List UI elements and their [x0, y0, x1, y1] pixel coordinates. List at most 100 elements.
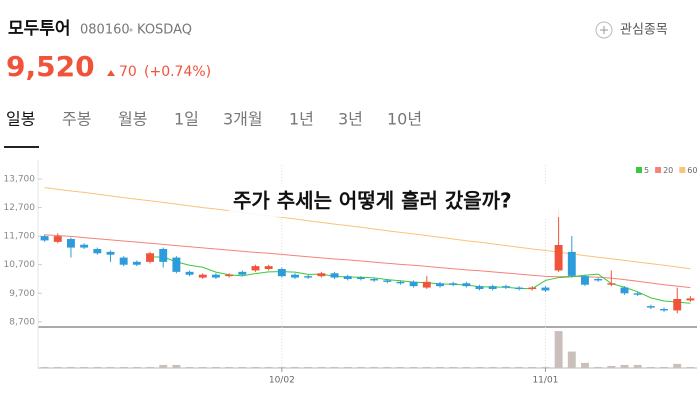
candle-body [132, 261, 141, 265]
volume-bar [225, 366, 234, 368]
candle-body [119, 257, 128, 265]
annotation-bg [229, 185, 609, 217]
tab[interactable]: 10년 [387, 110, 422, 129]
volume-bar [159, 364, 168, 368]
separator-dot [129, 28, 133, 32]
change: 70 [119, 64, 137, 80]
volume-bar [462, 366, 471, 368]
candle-body [66, 239, 75, 248]
volume-bar [515, 366, 524, 368]
legend-swatch [655, 167, 662, 173]
volume-bar [383, 366, 392, 368]
volume-bar [53, 366, 62, 368]
candle-body [317, 273, 326, 277]
candle-body [185, 271, 194, 275]
change-pct: (+0.74%) [144, 64, 211, 80]
volume-bar [449, 366, 458, 368]
volume-bar [660, 366, 669, 368]
candle-body [554, 245, 563, 271]
candle-body [594, 279, 603, 281]
volume-bar [567, 351, 576, 368]
candle-body [515, 287, 524, 289]
volume-bar [607, 365, 616, 368]
legend-swatch [636, 167, 642, 173]
x-tick-label: 11/01 [532, 376, 558, 386]
candle-body [40, 236, 49, 241]
candle-body [673, 299, 682, 311]
tab[interactable]: 1일 [174, 110, 199, 129]
tab[interactable]: 주봉 [62, 110, 91, 129]
tab[interactable]: 월봉 [118, 110, 147, 129]
y-tick-label: 10,700 [4, 260, 36, 270]
volume-bar [673, 363, 682, 368]
volume-bar [291, 366, 299, 368]
y-tick-label: 12,700 [4, 203, 36, 213]
y-tick-label: 8,700 [9, 317, 35, 327]
candle-body [172, 257, 181, 272]
candle-body [291, 274, 299, 278]
candle-body [449, 283, 458, 285]
volume-bar [646, 366, 655, 368]
candle-body [607, 283, 616, 285]
candle-body [528, 287, 537, 289]
y-tick-label: 9,700 [9, 289, 35, 299]
volume-bar [264, 366, 273, 368]
legend-label: 20 [663, 166, 673, 175]
volume-bar [146, 366, 154, 368]
ma-line [150, 256, 691, 304]
volume-bar [581, 362, 589, 368]
volume-bar [501, 366, 510, 368]
volume-bar [93, 366, 102, 368]
volume-bar [686, 366, 695, 368]
tab[interactable]: 3개월 [223, 110, 263, 129]
volume-bar [317, 366, 326, 368]
volume-bar [185, 366, 194, 368]
candle-body [264, 266, 273, 269]
tab[interactable]: 3년 [338, 110, 363, 129]
candle-body [93, 249, 102, 254]
volume-bar [80, 366, 89, 368]
y-tick-label: 11,700 [4, 232, 36, 242]
volume-bar [211, 366, 220, 368]
candle-body [633, 293, 642, 295]
volume-bar [251, 366, 260, 368]
stock-name: 모두투어 [8, 19, 71, 39]
candle-body [686, 298, 695, 301]
volume-bar [541, 366, 550, 368]
volume-bar [409, 366, 418, 368]
volume-bar [488, 366, 497, 368]
volume-bar [343, 366, 352, 368]
ma-line [44, 187, 691, 270]
candle-body [238, 271, 247, 275]
tab[interactable]: 일봉 [6, 110, 35, 129]
volume-bar [119, 366, 128, 368]
candle-body [422, 281, 431, 288]
volume-bar [594, 366, 603, 368]
volume-bar [436, 366, 444, 368]
candle-body [330, 273, 339, 278]
plus-icon [600, 26, 608, 34]
price: 9,520 [6, 50, 95, 83]
watch-label[interactable]: 관심종목 [620, 23, 668, 38]
candle-body [396, 281, 405, 284]
volume-bar [396, 366, 405, 368]
watch-button[interactable]: 관심종목 [595, 21, 668, 39]
volume-bar [106, 366, 115, 368]
volume-bar [370, 366, 379, 368]
candle-body [225, 274, 234, 277]
volume-bar [633, 364, 642, 368]
tab[interactable]: 1년 [289, 110, 314, 129]
legend-label: 5 [644, 166, 649, 175]
volume-bar [277, 366, 286, 368]
legend-swatch [679, 167, 686, 173]
volume-bar [330, 366, 339, 368]
market: KOSDAQ [137, 23, 192, 38]
candle-body [106, 251, 115, 255]
candle-body [567, 251, 576, 276]
volume-bar [554, 331, 563, 368]
candle-body [581, 276, 589, 285]
candle-body [211, 274, 220, 278]
volume-bar [620, 364, 629, 368]
candle-body [462, 283, 471, 287]
